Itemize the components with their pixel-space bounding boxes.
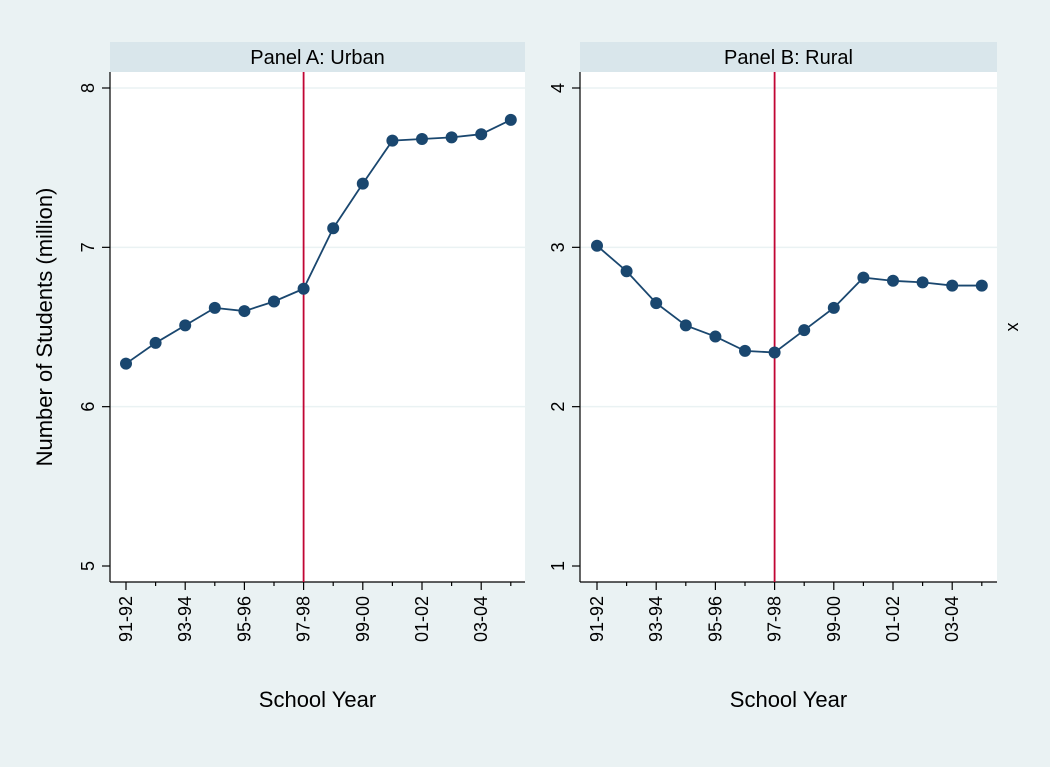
y-tick-label: 2 [548,402,568,412]
x-tick-label: 91-92 [116,596,136,642]
data-point [709,330,722,343]
data-point [739,344,751,357]
data-point [798,324,811,337]
x-tick-label: 91-92 [587,596,607,642]
data-point [887,274,899,287]
data-point [650,297,663,310]
panel-strip [110,42,525,72]
y-tick-label: 7 [78,242,98,252]
data-point [768,346,781,359]
x-tick-label: 03-04 [471,596,491,642]
data-point [827,301,840,314]
data-point [356,177,369,190]
x-tick-label: 01-02 [412,596,432,642]
data-point [208,301,221,314]
y-tick-label: 4 [548,83,568,93]
data-point [916,276,929,289]
x-tick-label: 95-96 [234,596,254,642]
x-axis-title: School Year [730,687,847,712]
data-point [238,305,251,318]
x-tick-label: 01-02 [883,596,903,642]
y-tick-label: 3 [548,242,568,252]
x-tick-label: 93-94 [646,596,666,642]
panel-title: Panel B: Rural [724,47,853,69]
data-point [857,271,870,284]
data-point [149,336,162,349]
x-tick-label: 95-96 [705,596,725,642]
right-axis-label: x [1002,323,1022,332]
y-tick-label: 5 [78,561,98,571]
y-tick-label: 6 [78,402,98,412]
x-tick-label: 03-04 [942,596,962,642]
panels: Panel A: Urban 5 6 7 8 91-92 93-94 95-96 97-98 99… [32,42,1022,712]
panel-2: Panel B: Rural 1 2 3 4 91-92 93-94 95-96 97-98 99… [548,42,1022,712]
x-tick-label: 97-98 [765,596,785,642]
data-point [179,319,192,332]
data-point [591,239,603,252]
data-point [475,128,488,141]
panel-strip [580,42,997,72]
data-point [268,295,280,308]
data-point [679,319,692,332]
data-point [120,357,132,370]
data-point [975,279,988,292]
data-point [504,113,517,126]
y-axis-title: Number of Students (million) [32,188,57,467]
data-point [386,134,399,147]
x-tick-label: 97-98 [294,596,314,642]
x-tick-label: 99-00 [353,596,373,642]
data-point [297,282,310,295]
y-tick-label: 8 [78,83,98,93]
plot-area [110,72,525,582]
data-point [445,131,458,144]
data-point [620,265,633,278]
panel-title: Panel A: Urban [250,47,385,69]
y-tick-label: 1 [548,561,568,571]
data-point [327,222,340,235]
panel-1: Panel A: Urban 5 6 7 8 91-92 93-94 95-96 97-98 99… [32,42,525,712]
x-tick-label: 99-00 [824,596,844,642]
x-tick-label: 93-94 [175,596,195,642]
data-point [416,132,428,145]
data-point [946,279,959,292]
plot-area [580,72,997,582]
x-axis-title: School Year [259,687,376,712]
